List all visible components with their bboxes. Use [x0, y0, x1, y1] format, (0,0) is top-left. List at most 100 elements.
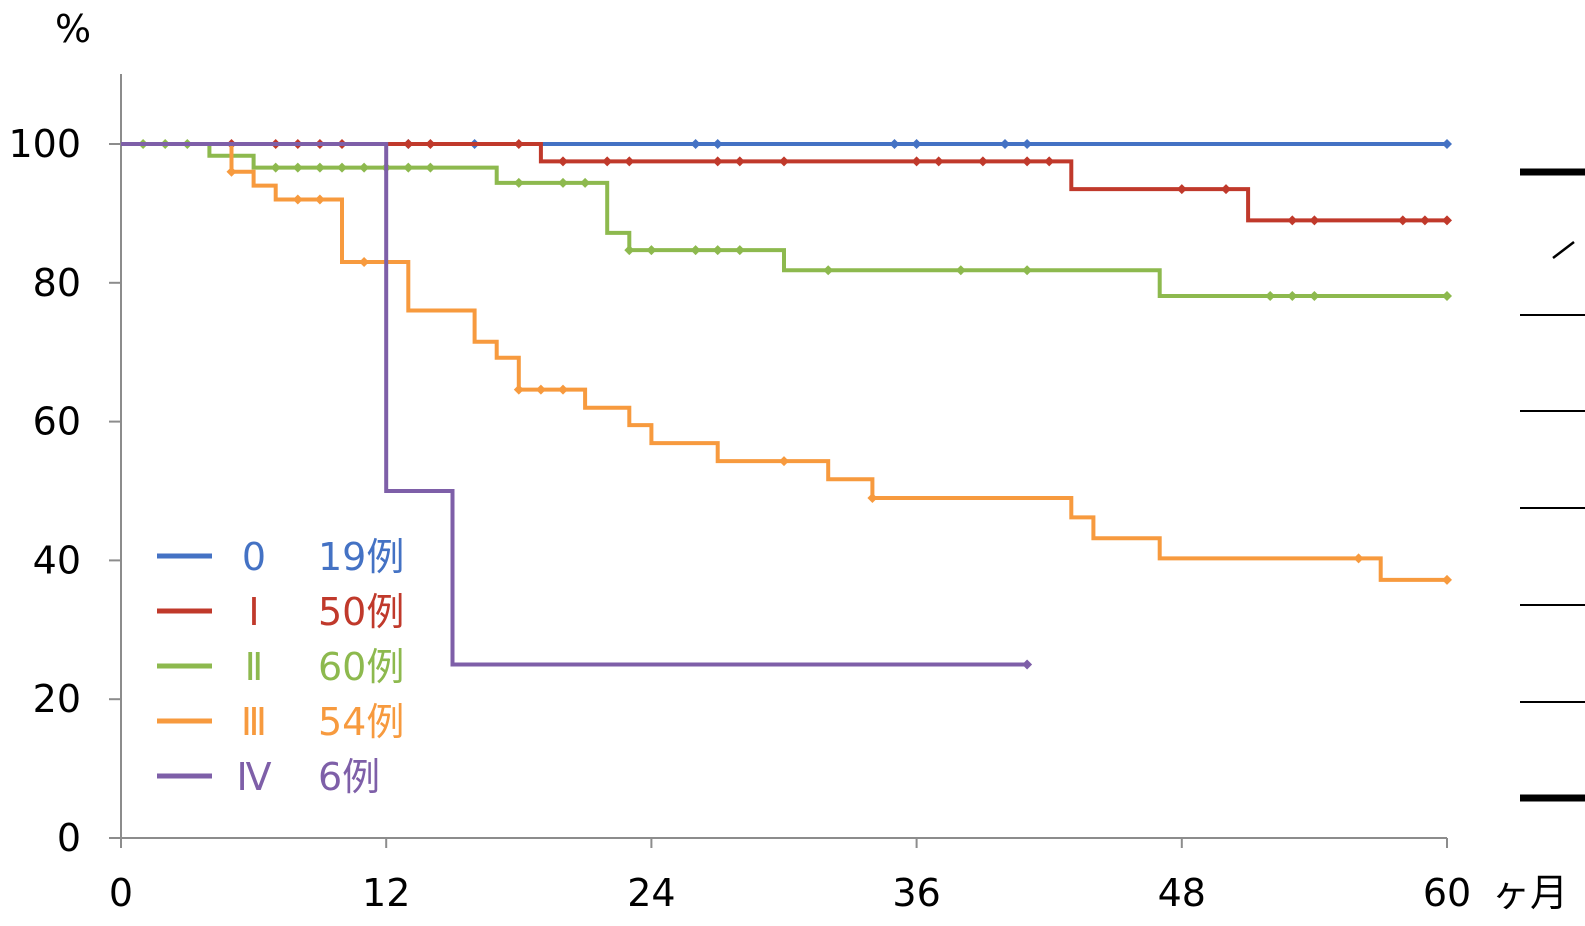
censor-marker [1287, 290, 1298, 301]
censor-marker [1044, 156, 1055, 167]
censor-marker [359, 162, 370, 173]
legend-series-name: Ⅳ [236, 755, 271, 799]
censor-marker [1287, 215, 1298, 226]
censor-marker [624, 156, 635, 167]
censor-marker [425, 162, 436, 173]
censor-marker [1442, 290, 1452, 301]
censor-marker [889, 139, 900, 149]
censor-marker [314, 194, 325, 205]
legend-series-name: Ⅱ [245, 645, 264, 689]
censor-marker [558, 177, 568, 188]
censor-marker [734, 245, 745, 256]
censor-marker [1000, 139, 1010, 149]
series-4 [121, 142, 1033, 670]
censor-marker [977, 156, 988, 167]
censor-marker [690, 139, 701, 149]
legend-count: 50例 [318, 590, 404, 634]
censor-marker [513, 139, 524, 149]
legend-series-name: 0 [242, 535, 266, 579]
y-tick-label: 40 [33, 538, 81, 582]
censor-marker [1442, 574, 1452, 585]
censor-marker [1309, 215, 1320, 226]
censor-marker [270, 162, 281, 173]
censor-marker [779, 156, 789, 167]
censor-marker [403, 139, 414, 149]
edge-mark [1552, 241, 1575, 259]
censor-marker [646, 245, 657, 256]
censor-marker [425, 139, 436, 149]
legend-count: 19例 [318, 535, 404, 579]
series-layer [121, 139, 1452, 670]
censor-marker [624, 245, 635, 256]
legend-series-name: Ⅲ [241, 700, 267, 744]
censor-marker [1419, 215, 1430, 226]
censor-marker [1221, 184, 1231, 195]
x-tick-label: 24 [627, 871, 675, 915]
censor-marker [292, 194, 303, 205]
censor-marker [359, 256, 370, 267]
y-tick-label: 80 [33, 261, 81, 305]
censor-marker [1022, 139, 1033, 149]
censor-marker [712, 139, 723, 149]
censor-marker [933, 156, 944, 167]
censor-marker [1176, 184, 1187, 195]
y-tick-label: 60 [33, 400, 81, 444]
censor-marker [513, 177, 524, 188]
legend-count: 60例 [318, 645, 404, 689]
censor-marker [513, 384, 524, 395]
y-tick-label: 20 [33, 677, 81, 721]
censor-marker [535, 384, 546, 395]
censor-marker [712, 156, 723, 167]
censor-marker [292, 162, 303, 173]
censor-marker [690, 245, 701, 256]
censor-marker [337, 162, 347, 173]
x-tick-label: 60 [1423, 871, 1471, 915]
censor-marker [1022, 659, 1033, 670]
axes [120, 74, 1447, 839]
legend-item: Ⅲ 54例 [157, 700, 404, 744]
series-line [121, 142, 1447, 223]
censor-marker [823, 265, 834, 276]
legend-item: Ⅰ 50例 [157, 590, 404, 634]
right-edge-fragment [1520, 168, 1585, 802]
x-tick-label: 12 [362, 871, 410, 915]
censor-marker [1022, 265, 1033, 276]
legend-count: 6例 [318, 755, 380, 799]
x-tick-label: 0 [109, 871, 133, 915]
censor-marker [1397, 215, 1408, 226]
censor-marker [1265, 290, 1276, 301]
series-line [121, 142, 1028, 667]
legend-series-name: Ⅰ [248, 590, 259, 634]
series-3 [121, 142, 1452, 585]
censor-marker [1022, 156, 1033, 167]
censor-marker [403, 162, 414, 173]
y-tick-label: 0 [57, 816, 81, 860]
censor-marker [1442, 139, 1452, 149]
legend-item: 0 19例 [157, 535, 404, 579]
censor-marker [911, 139, 922, 149]
y-tick-label: 100 [8, 122, 81, 166]
x-tick-label: 48 [1158, 871, 1206, 915]
legend: 0 19例 Ⅰ 50例 Ⅱ 60例 Ⅲ 54例 Ⅳ 6例 [157, 535, 404, 799]
series-line [121, 142, 1447, 582]
censor-marker [558, 156, 568, 167]
censor-marker [867, 492, 878, 503]
series-1 [121, 139, 1452, 226]
censor-marker [226, 166, 237, 177]
legend-count: 54例 [318, 700, 404, 744]
censor-marker [1442, 215, 1452, 226]
censor-marker [712, 245, 723, 256]
censor-marker [580, 177, 591, 188]
legend-item: Ⅳ 6例 [157, 755, 380, 799]
censor-marker [779, 456, 789, 467]
y-unit-label: % [55, 7, 91, 51]
censor-marker [734, 156, 745, 167]
censor-marker [558, 384, 568, 395]
censor-marker [314, 162, 325, 173]
x-tick-label: 36 [892, 871, 940, 915]
ticks: 0 12 24 36 48 60 0 20 40 60 80 100 [8, 122, 1471, 915]
censor-marker [911, 156, 922, 167]
censor-marker [1353, 553, 1364, 564]
legend-item: Ⅱ 60例 [157, 645, 404, 689]
